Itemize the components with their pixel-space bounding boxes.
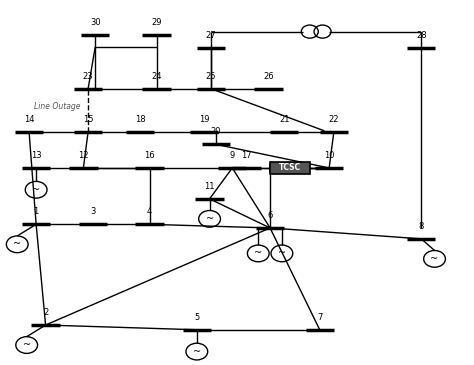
Text: 23: 23 (83, 72, 93, 81)
Text: 27: 27 (206, 31, 216, 40)
Text: 18: 18 (135, 115, 146, 124)
Text: 15: 15 (83, 115, 93, 124)
Text: 2: 2 (43, 308, 48, 317)
Text: ~: ~ (206, 214, 214, 224)
Text: 12: 12 (78, 151, 89, 160)
Text: 14: 14 (24, 115, 34, 124)
Text: 5: 5 (194, 313, 200, 322)
Text: TCSC: TCSC (279, 164, 301, 172)
Text: 24: 24 (151, 72, 162, 81)
Text: 17: 17 (241, 151, 252, 160)
Text: 29: 29 (151, 18, 162, 27)
Text: ~: ~ (278, 249, 286, 258)
Text: ~: ~ (430, 254, 438, 264)
Text: 7: 7 (317, 313, 322, 322)
Text: 25: 25 (206, 72, 216, 81)
Text: 3: 3 (90, 207, 96, 216)
Text: ~: ~ (23, 340, 31, 350)
Text: ~: ~ (193, 347, 201, 357)
Text: ~: ~ (32, 185, 40, 195)
Text: 26: 26 (264, 72, 274, 81)
Text: 13: 13 (31, 151, 41, 160)
Text: 16: 16 (144, 151, 155, 160)
Text: 1: 1 (34, 207, 39, 216)
Text: 10: 10 (324, 151, 335, 160)
Text: 9: 9 (229, 151, 235, 160)
Text: ~: ~ (13, 239, 21, 249)
Text: 8: 8 (419, 222, 424, 231)
FancyBboxPatch shape (270, 162, 310, 174)
Text: 20: 20 (210, 127, 221, 136)
Text: ~: ~ (254, 249, 262, 258)
Text: 6: 6 (267, 211, 273, 220)
Text: 21: 21 (279, 115, 290, 124)
Text: 22: 22 (328, 115, 339, 124)
Text: 4: 4 (147, 207, 152, 216)
Text: Line Outage: Line Outage (34, 102, 80, 111)
Text: 28: 28 (416, 31, 427, 40)
Text: 19: 19 (199, 115, 209, 124)
Text: 30: 30 (90, 18, 100, 27)
Text: 11: 11 (204, 182, 215, 191)
